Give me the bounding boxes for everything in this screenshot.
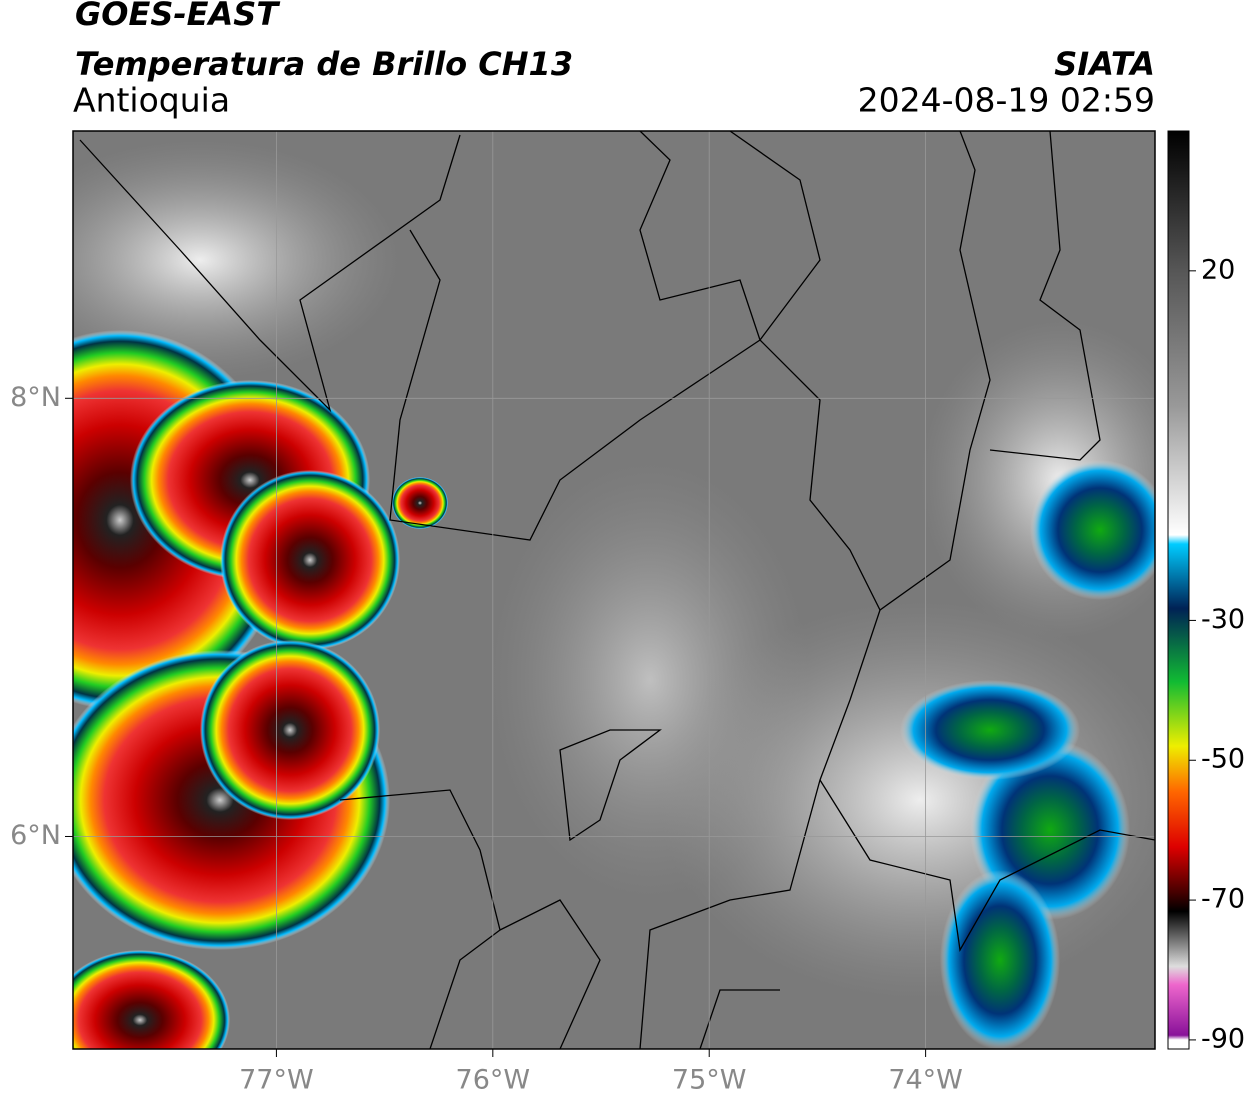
colorbar-tick-label: -50: [1201, 744, 1245, 775]
region: Antioquia: [73, 81, 230, 120]
x-tick-label: 75°W: [672, 1065, 747, 1096]
y-tick-label: 8°N: [10, 382, 61, 413]
x-tick-label: 76°W: [456, 1065, 531, 1096]
map-image: [73, 131, 1155, 1049]
datetime: 2024-08-19 02:59: [858, 81, 1155, 120]
subtitle: Temperatura de Brillo CH13: [75, 45, 573, 83]
colorbar-tick-label: -30: [1201, 604, 1245, 635]
colorbar-tick-label: 20: [1201, 254, 1235, 285]
map-frame: [72, 130, 1156, 1050]
x-tick-label: 77°W: [239, 1065, 314, 1096]
source: SIATA: [1054, 45, 1155, 83]
colorbar-tick-label: -90: [1201, 1023, 1245, 1054]
colorbar-tick-label: -70: [1201, 884, 1245, 915]
x-tick-label: 74°W: [888, 1065, 963, 1096]
y-tick-label: 6°N: [10, 820, 61, 851]
colorbar: [1167, 130, 1190, 1050]
title: GOES-EAST: [75, 0, 280, 33]
